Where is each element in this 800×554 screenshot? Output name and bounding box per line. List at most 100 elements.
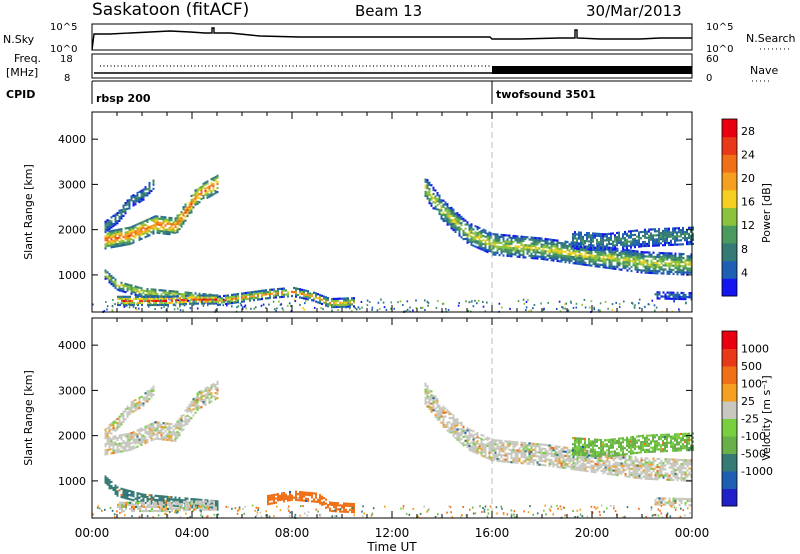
echo-cell xyxy=(133,297,135,300)
echo-cell xyxy=(171,295,173,298)
echo-cell xyxy=(674,260,677,263)
echo-cell xyxy=(664,254,667,257)
echo-cell xyxy=(636,254,639,257)
echo-cell xyxy=(590,264,593,267)
echo-cell xyxy=(118,450,121,453)
echo-cell xyxy=(688,294,691,297)
echo-cell xyxy=(150,431,153,434)
echo-cell xyxy=(594,263,597,266)
echo-cell xyxy=(188,203,191,206)
echo-cell xyxy=(335,305,337,309)
echo-cell xyxy=(618,231,620,234)
echo-cell xyxy=(460,442,463,445)
echo-cell xyxy=(638,435,640,438)
echo-cell xyxy=(482,249,485,252)
echo-cell xyxy=(180,429,183,432)
echo-cell xyxy=(536,251,539,254)
echo-cell xyxy=(178,219,181,223)
echo-cell xyxy=(612,247,615,250)
echo-cell xyxy=(206,182,209,185)
echo-cell xyxy=(634,452,636,455)
echo-cell xyxy=(540,453,543,456)
echo-cell xyxy=(530,238,533,241)
echo-cell xyxy=(154,429,157,432)
echo-cell xyxy=(588,306,591,309)
echo-cell xyxy=(632,462,635,465)
echo-cell xyxy=(634,252,637,255)
echo-cell xyxy=(668,235,670,238)
echo-cell xyxy=(458,216,461,219)
echo-cell xyxy=(546,244,549,247)
echo-cell xyxy=(124,443,127,446)
echo-cell xyxy=(283,295,285,298)
echo-cell xyxy=(239,302,242,305)
echo-cell xyxy=(168,439,171,442)
echo-cell xyxy=(500,441,503,444)
echo-cell xyxy=(622,237,624,240)
echo-cell xyxy=(353,299,355,302)
echo-cell xyxy=(628,444,630,447)
echo-cell xyxy=(132,445,135,448)
echo-cell xyxy=(648,475,651,478)
echo-cell xyxy=(140,227,143,230)
echo-cell xyxy=(216,397,219,400)
echo-cell xyxy=(498,254,501,257)
echo-cell xyxy=(672,243,674,246)
echo-cell xyxy=(221,299,223,302)
echo-cell xyxy=(596,438,598,441)
echo-cell xyxy=(140,221,143,224)
echo-cell xyxy=(496,241,499,244)
echo-cell xyxy=(590,452,593,455)
echo-cell xyxy=(150,219,153,222)
echo-cell xyxy=(171,297,173,300)
echo-cell xyxy=(452,420,455,423)
echo-cell xyxy=(608,466,611,469)
echo-cell xyxy=(522,447,525,451)
echo-cell xyxy=(116,288,119,291)
echo-cell xyxy=(534,451,537,454)
echo-cell xyxy=(147,301,149,304)
echo-cell xyxy=(646,473,649,476)
echo-cell xyxy=(618,445,620,448)
echo-cell xyxy=(620,470,623,473)
echo-cell xyxy=(450,412,453,415)
echo-cell xyxy=(454,422,457,425)
echo-cell xyxy=(542,453,545,456)
echo-cell xyxy=(564,240,567,243)
echo-cell xyxy=(166,232,169,235)
echo-cell xyxy=(652,242,654,245)
echo-cell xyxy=(642,469,645,472)
echo-cell xyxy=(626,238,628,241)
echo-cell xyxy=(668,252,671,255)
colorbar-tick-label: 28 xyxy=(741,125,755,138)
echo-cell xyxy=(542,447,545,450)
echo-cell xyxy=(632,472,635,475)
echo-cell xyxy=(285,289,287,292)
echo-cell xyxy=(200,185,203,188)
echo-cell xyxy=(194,397,197,400)
echo-cell xyxy=(656,240,658,243)
echo-cell xyxy=(610,242,612,245)
echo-cell xyxy=(424,180,427,183)
echo-cell xyxy=(614,457,617,460)
echo-cell xyxy=(146,400,149,403)
echo-cell xyxy=(122,284,125,287)
echo-cell xyxy=(472,450,475,453)
echo-cell xyxy=(446,219,449,222)
echo-cell xyxy=(227,302,229,305)
echo-cell xyxy=(112,445,115,448)
echo-cell xyxy=(114,419,117,422)
echo-cell xyxy=(233,301,235,303)
echo-cell xyxy=(207,298,209,301)
echo-cell xyxy=(508,248,511,251)
echo-cell xyxy=(520,462,523,465)
echo-cell xyxy=(174,433,177,436)
echo-cell xyxy=(343,297,345,300)
echo-cell xyxy=(610,253,613,256)
echo-cell xyxy=(544,448,547,451)
echo-cell xyxy=(666,241,668,245)
echo-cell xyxy=(458,220,461,223)
echo-cell xyxy=(424,299,426,302)
echo-cell xyxy=(476,452,479,455)
echo-cell xyxy=(450,423,453,426)
